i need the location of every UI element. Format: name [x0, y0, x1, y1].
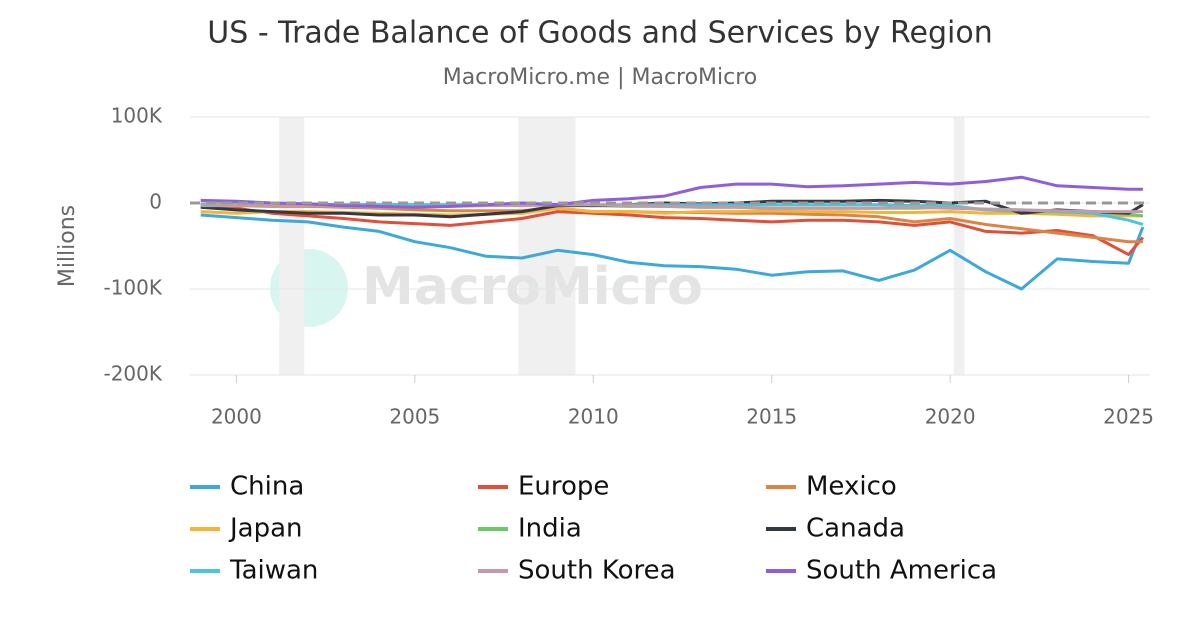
x-tick-label: 2020	[925, 405, 976, 429]
x-tick-label: 2025	[1103, 405, 1154, 429]
watermark: MacroMicro	[362, 257, 703, 317]
recession-band	[953, 117, 965, 375]
legend-label: Japan	[228, 514, 303, 544]
x-tick-label: 2010	[568, 405, 619, 429]
chart-subtitle: MacroMicro.me | MacroMicro	[443, 65, 758, 90]
y-tick-label: 0	[149, 190, 162, 214]
legend-label: China	[230, 472, 304, 502]
x-tick-label: 2005	[389, 405, 440, 429]
y-tick-label: -100K	[103, 276, 162, 300]
legend-label: India	[518, 514, 582, 544]
recession-band	[279, 117, 305, 375]
x-tick-label: 2000	[211, 405, 262, 429]
legend-label: Canada	[806, 514, 905, 544]
y-axis-label: Millions	[55, 205, 80, 287]
legend-label: Taiwan	[229, 556, 318, 586]
legend-label: South America	[806, 556, 997, 586]
y-tick-label: 100K	[111, 104, 163, 128]
y-tick-label: -200K	[103, 362, 162, 386]
x-tick-label: 2015	[746, 405, 797, 429]
series-line	[200, 204, 1145, 257]
chart-title: US - Trade Balance of Goods and Services…	[207, 16, 992, 51]
series-line	[200, 213, 1145, 291]
legend-label: Mexico	[806, 472, 897, 502]
series-line	[200, 175, 1143, 209]
legend-label: South Korea	[518, 556, 676, 586]
legend-label: Europe	[518, 472, 609, 502]
recession-band	[518, 117, 576, 375]
